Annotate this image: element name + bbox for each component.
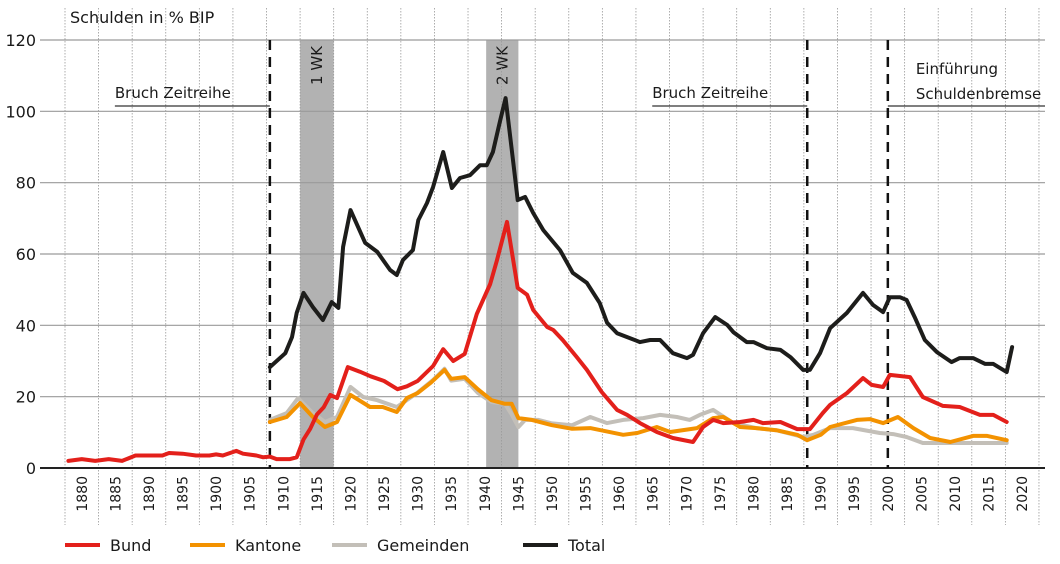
x-tick-label: 2015	[982, 476, 998, 512]
legend-label: Bund	[110, 536, 151, 555]
x-tick-label: 1930	[411, 476, 427, 512]
x-tick-label: 1965	[646, 476, 662, 512]
y-tick-label: 0	[26, 459, 36, 478]
x-tick-label: 1960	[612, 476, 628, 512]
shaded-period-label: 2 WK	[493, 45, 511, 85]
x-tick-label: 1880	[75, 476, 91, 512]
x-tick-label: 2010	[948, 476, 964, 512]
x-tick-label: 1935	[444, 476, 460, 512]
x-tick-label: 1975	[713, 476, 729, 512]
shaded-period-label: 1 WK	[308, 45, 326, 85]
legend-label: Kantone	[235, 536, 301, 555]
x-tick-label: 1995	[847, 476, 863, 512]
marker-label: Bruch Zeitreihe	[652, 84, 768, 102]
x-tick-label: 1950	[545, 476, 561, 512]
chart-title: Schulden in % BIP	[70, 8, 215, 27]
x-tick-label: 1940	[478, 476, 494, 512]
x-tick-label: 1985	[780, 476, 796, 512]
x-tick-label: 2020	[1015, 476, 1031, 512]
x-tick-label: 1895	[176, 476, 192, 512]
legend-item-gemeinden: Gemeinden	[332, 536, 469, 555]
x-tick-label: 1970	[679, 476, 695, 512]
series-line-bund	[66, 219, 1009, 463]
x-tick-label: 1910	[276, 476, 292, 512]
y-tick-label: 120	[5, 31, 36, 50]
x-tick-label: 1890	[142, 476, 158, 512]
x-tick-label: 1925	[377, 476, 393, 512]
y-tick-label: 60	[16, 245, 36, 264]
legend-item-total: Total	[523, 536, 605, 555]
legend-item-bund: Bund	[65, 536, 151, 555]
x-tick-label: 1990	[814, 476, 830, 512]
marker-label: Einführung	[916, 60, 998, 78]
x-tick-label: 1885	[108, 476, 124, 512]
series-line-kantone	[267, 367, 1009, 444]
x-tick-label: 1900	[209, 476, 225, 512]
x-tick-label: 1920	[343, 476, 359, 512]
x-tick-label: 1980	[746, 476, 762, 512]
x-tick-label: 1915	[310, 476, 326, 512]
legend-label: Gemeinden	[377, 536, 469, 555]
y-tick-label: 20	[16, 388, 36, 407]
series-line-total	[267, 96, 1015, 375]
x-tick-label: 1955	[579, 476, 595, 512]
x-tick-label: 2005	[914, 476, 930, 512]
y-tick-label: 100	[5, 102, 36, 121]
x-tick-label: 1945	[511, 476, 527, 512]
marker-label: Schuldenbremse	[916, 85, 1041, 103]
y-tick-label: 40	[16, 316, 36, 335]
legend-label: Total	[567, 536, 605, 555]
legend-item-kantone: Kantone	[190, 536, 301, 555]
x-tick-label: 2000	[881, 476, 897, 512]
x-tick-label: 1905	[243, 476, 259, 512]
marker-label: Bruch Zeitreihe	[115, 84, 231, 102]
y-tick-label: 80	[16, 174, 36, 193]
